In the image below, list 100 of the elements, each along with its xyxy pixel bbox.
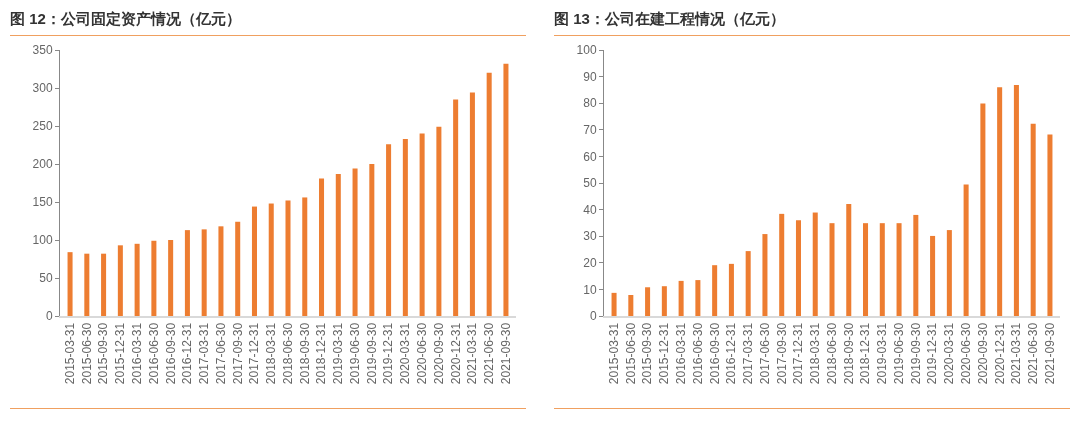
bar — [386, 144, 392, 316]
bar — [1013, 85, 1019, 316]
x-tick-label: 2017-09-30 — [230, 322, 245, 385]
bar — [963, 184, 969, 316]
x-tick-label: 2017-12-31 — [247, 322, 262, 385]
x-tick-label: 2016-09-30 — [163, 322, 178, 385]
bar — [930, 235, 936, 316]
x-tick-label: 2019-09-30 — [908, 322, 923, 385]
x-tick-label: 2018-03-31 — [264, 322, 279, 385]
x-tick-label: 2015-03-31 — [606, 322, 621, 385]
x-tick-label: 2019-12-31 — [925, 322, 940, 385]
x-tick-label: 2019-03-31 — [875, 322, 890, 385]
bar — [151, 240, 157, 316]
x-tick-label: 2019-03-31 — [331, 322, 346, 385]
bar — [779, 213, 785, 316]
x-tick-label: 2021-09-30 — [1042, 322, 1057, 385]
x-tick-label: 2020-12-31 — [448, 322, 463, 385]
bar — [946, 230, 952, 316]
bar — [402, 138, 408, 316]
x-tick-label: 2015-12-31 — [113, 322, 128, 385]
y-tick-label: 70 — [583, 123, 597, 137]
bar — [469, 92, 475, 316]
bar — [436, 126, 442, 316]
x-tick-label: 2017-06-30 — [213, 322, 228, 385]
x-tick-label: 2015-06-30 — [623, 322, 638, 385]
y-tick-label: 10 — [583, 282, 597, 297]
x-tick-label: 2020-06-30 — [959, 322, 974, 385]
x-tick-label: 2015-09-30 — [96, 322, 111, 385]
bar — [913, 214, 919, 316]
x-tick-label: 2017-09-30 — [774, 322, 789, 385]
bar — [795, 220, 801, 316]
bar — [134, 243, 140, 316]
x-tick-label: 2015-03-31 — [62, 322, 77, 385]
chart-title: 图 12：公司固定资产情况（亿元） — [10, 8, 526, 36]
bar — [486, 72, 492, 316]
x-tick-label: 2016-06-30 — [146, 322, 161, 385]
x-tick-label: 2018-03-31 — [808, 322, 823, 385]
chart-title: 图 13：公司在建工程情况（亿元） — [554, 8, 1070, 36]
y-tick-label: 80 — [583, 96, 597, 111]
bar — [302, 197, 308, 316]
x-tick-label: 2015-12-31 — [657, 322, 672, 385]
bar — [369, 164, 375, 316]
bar — [419, 133, 425, 316]
bar — [812, 212, 818, 316]
bar — [184, 230, 190, 316]
bar — [628, 294, 634, 316]
y-tick-label: 200 — [32, 157, 53, 172]
bar — [84, 253, 90, 316]
bar — [896, 223, 902, 316]
x-tick-label: 2021-03-31 — [465, 322, 480, 385]
bar — [863, 223, 869, 316]
x-tick-label: 2018-09-30 — [297, 322, 312, 385]
bar — [235, 221, 241, 316]
bar — [745, 251, 751, 316]
bar — [762, 234, 768, 316]
x-tick-label: 2016-03-31 — [674, 322, 689, 385]
x-tick-label: 2019-06-30 — [347, 322, 362, 385]
x-tick-label: 2016-06-30 — [690, 322, 705, 385]
bar — [997, 87, 1003, 316]
bar — [335, 173, 341, 316]
bar — [201, 229, 207, 316]
y-tick-label: 30 — [583, 229, 597, 244]
bar — [101, 253, 107, 316]
y-tick-label: 300 — [32, 81, 53, 96]
bar — [728, 263, 734, 316]
x-tick-label: 2018-12-31 — [314, 322, 329, 385]
x-tick-label: 2018-09-30 — [841, 322, 856, 385]
bar — [319, 178, 325, 316]
x-tick-label: 2021-09-30 — [498, 322, 513, 385]
bar — [879, 223, 885, 316]
x-tick-label: 2017-12-31 — [791, 322, 806, 385]
bar — [251, 206, 257, 316]
x-tick-label: 2020-09-30 — [975, 322, 990, 385]
bar — [453, 99, 459, 316]
bar — [645, 287, 651, 316]
x-tick-label: 2016-03-31 — [130, 322, 145, 385]
x-tick-label: 2016-12-31 — [180, 322, 195, 385]
x-tick-label: 2015-09-30 — [640, 322, 655, 385]
x-tick-label: 2018-12-31 — [858, 322, 873, 385]
x-tick-label: 2020-03-31 — [942, 322, 957, 385]
x-tick-label: 2019-09-30 — [364, 322, 379, 385]
x-tick-label: 2021-06-30 — [482, 322, 497, 385]
bar — [695, 280, 701, 316]
x-tick-label: 2020-03-31 — [398, 322, 413, 385]
x-tick-label: 2018-06-30 — [280, 322, 295, 385]
y-tick-label: 150 — [32, 195, 53, 210]
bar — [168, 240, 174, 316]
x-tick-label: 2017-03-31 — [197, 322, 212, 385]
y-tick-label: 100 — [576, 43, 597, 58]
x-tick-label: 2019-12-31 — [381, 322, 396, 385]
y-tick-label: 40 — [583, 202, 597, 217]
bar — [678, 280, 684, 316]
y-tick-label: 0 — [45, 309, 53, 324]
x-tick-label: 2020-09-30 — [431, 322, 446, 385]
y-tick-label: 100 — [32, 233, 53, 248]
x-tick-label: 2021-06-30 — [1026, 322, 1041, 385]
bar — [661, 286, 667, 316]
y-tick-label: 20 — [583, 256, 597, 270]
bar — [352, 168, 358, 316]
x-tick-label: 2017-06-30 — [757, 322, 772, 385]
